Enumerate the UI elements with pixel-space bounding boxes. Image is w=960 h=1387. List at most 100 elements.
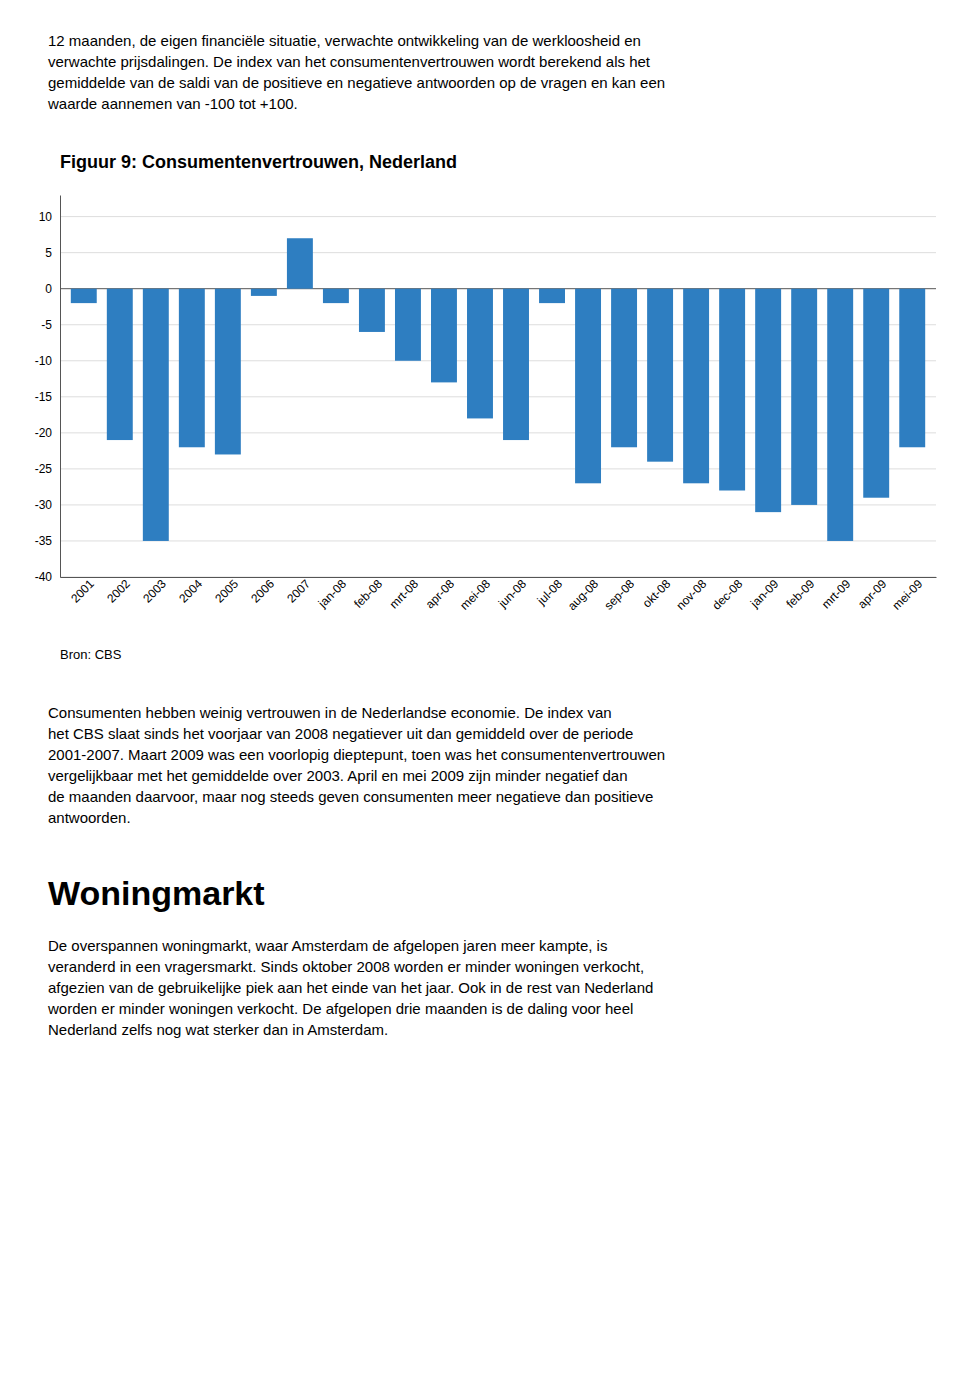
- bar: [719, 289, 745, 491]
- y-tick-label: 5: [45, 246, 52, 260]
- bar: [575, 289, 601, 484]
- x-tick-label: feb-09: [783, 577, 817, 611]
- bar: [287, 238, 313, 288]
- x-tick: feb-09: [783, 577, 817, 611]
- y-tick-label: -25: [35, 462, 53, 476]
- bar: [179, 289, 205, 448]
- x-tick-label: dec-08: [709, 577, 745, 613]
- bars: [71, 238, 925, 541]
- bar: [755, 289, 781, 512]
- body-text: Consumenten hebben weinig vertrouwen in …: [48, 702, 912, 828]
- bar: [143, 289, 169, 541]
- y-tick: -15: [35, 390, 60, 404]
- plot-area: -40-35-30-25-20-15-10-505102001200220032…: [35, 196, 937, 614]
- x-tick: 2002: [104, 577, 133, 606]
- x-tick: 2005: [212, 577, 241, 606]
- x-tick: nov-08: [673, 577, 709, 613]
- y-tick-label: -30: [35, 498, 53, 512]
- bar: [467, 289, 493, 419]
- x-tick: sep-08: [601, 577, 637, 613]
- bar: [647, 289, 673, 462]
- y-tick: 10: [39, 210, 60, 224]
- spacer: [48, 662, 912, 702]
- x-tick: feb-08: [351, 577, 385, 611]
- x-tick-label: 2002: [104, 577, 133, 606]
- x-tick: 2007: [284, 577, 313, 606]
- bar: [611, 289, 637, 448]
- x-tick: mei-08: [457, 577, 493, 613]
- bar: [359, 289, 385, 332]
- bar: [323, 289, 349, 303]
- x-tick: jan-08: [315, 577, 349, 611]
- x-tick: mrt-09: [819, 577, 854, 612]
- x-tick-label: mei-09: [890, 577, 926, 613]
- x-tick: 2004: [176, 577, 205, 606]
- bar: [251, 289, 277, 296]
- y-tick: -10: [35, 354, 60, 368]
- x-tick-label: apr-08: [423, 577, 458, 612]
- y-axis-line: [60, 196, 61, 578]
- x-axis: 2001200220032004200520062007jan-08feb-08…: [61, 577, 937, 614]
- chart-title: Figuur 9: Consumentenvertrouwen, Nederla…: [60, 152, 912, 173]
- bar: [395, 289, 421, 361]
- bar: [683, 289, 709, 484]
- x-tick: okt-08: [640, 577, 674, 611]
- y-tick: -35: [35, 534, 60, 548]
- y-tick: -5: [41, 318, 60, 332]
- page: 12 maanden, de eigen financiële situatie…: [0, 0, 960, 1040]
- x-tick: apr-09: [855, 577, 890, 612]
- x-tick: 2006: [248, 577, 277, 606]
- y-tick: -20: [35, 426, 60, 440]
- bar: [503, 289, 529, 440]
- x-tick-label: 2005: [212, 577, 241, 606]
- y-tick-label: -5: [41, 318, 52, 332]
- x-tick: 2001: [68, 577, 97, 606]
- bar: [899, 289, 925, 448]
- x-tick-label: apr-09: [855, 577, 890, 612]
- bar: [539, 289, 565, 303]
- grid-line: [60, 252, 936, 253]
- x-tick-label: 2001: [68, 577, 97, 606]
- x-tick-label: nov-08: [673, 577, 709, 613]
- x-tick: mrt-08: [387, 577, 422, 612]
- y-tick-label: -35: [35, 534, 53, 548]
- grid-line: [60, 577, 936, 578]
- bar: [431, 289, 457, 383]
- x-tick-label: 2006: [248, 577, 277, 606]
- bar: [791, 289, 817, 505]
- x-tick: 2003: [140, 577, 169, 606]
- bar: [863, 289, 889, 498]
- x-tick-label: 2004: [176, 577, 205, 606]
- y-tick-label: -40: [35, 570, 53, 584]
- x-tick-label: mei-08: [457, 577, 493, 613]
- x-tick-label: jul-08: [534, 577, 566, 609]
- x-tick: jan-09: [747, 577, 781, 611]
- x-tick-label: 2003: [140, 577, 169, 606]
- y-tick: -40: [35, 570, 60, 584]
- bar: [827, 289, 853, 541]
- grid-line: [60, 216, 936, 217]
- y-tick-label: -20: [35, 426, 53, 440]
- grid-line: [60, 540, 936, 541]
- y-tick: -30: [35, 498, 60, 512]
- x-tick: jul-08: [534, 577, 566, 609]
- chart-holder: -40-35-30-25-20-15-10-505102001200220032…: [0, 179, 912, 643]
- bar: [215, 289, 241, 455]
- source-note: Bron: CBS: [60, 647, 912, 662]
- x-tick-label: feb-08: [351, 577, 385, 611]
- y-axis: -40 -35 -30 -25 -20 -15 -10 -5 0 5 10: [35, 196, 61, 585]
- x-tick: dec-08: [709, 577, 745, 613]
- body-text-2: De overspannen woningmarkt, waar Amsterd…: [48, 935, 912, 1040]
- x-tick: mei-09: [890, 577, 926, 613]
- x-tick-label: 2007: [284, 577, 313, 606]
- y-tick: 0: [45, 282, 60, 296]
- x-tick: apr-08: [423, 577, 458, 612]
- y-tick-label: 10: [39, 210, 53, 224]
- x-tick: aug-08: [565, 577, 602, 614]
- x-tick-label: jun-08: [495, 577, 529, 611]
- x-tick-label: sep-08: [601, 577, 637, 613]
- y-tick-label: -10: [35, 354, 53, 368]
- grid: [60, 217, 936, 577]
- x-tick-label: jan-09: [747, 577, 781, 611]
- x-tick-label: aug-08: [565, 577, 602, 614]
